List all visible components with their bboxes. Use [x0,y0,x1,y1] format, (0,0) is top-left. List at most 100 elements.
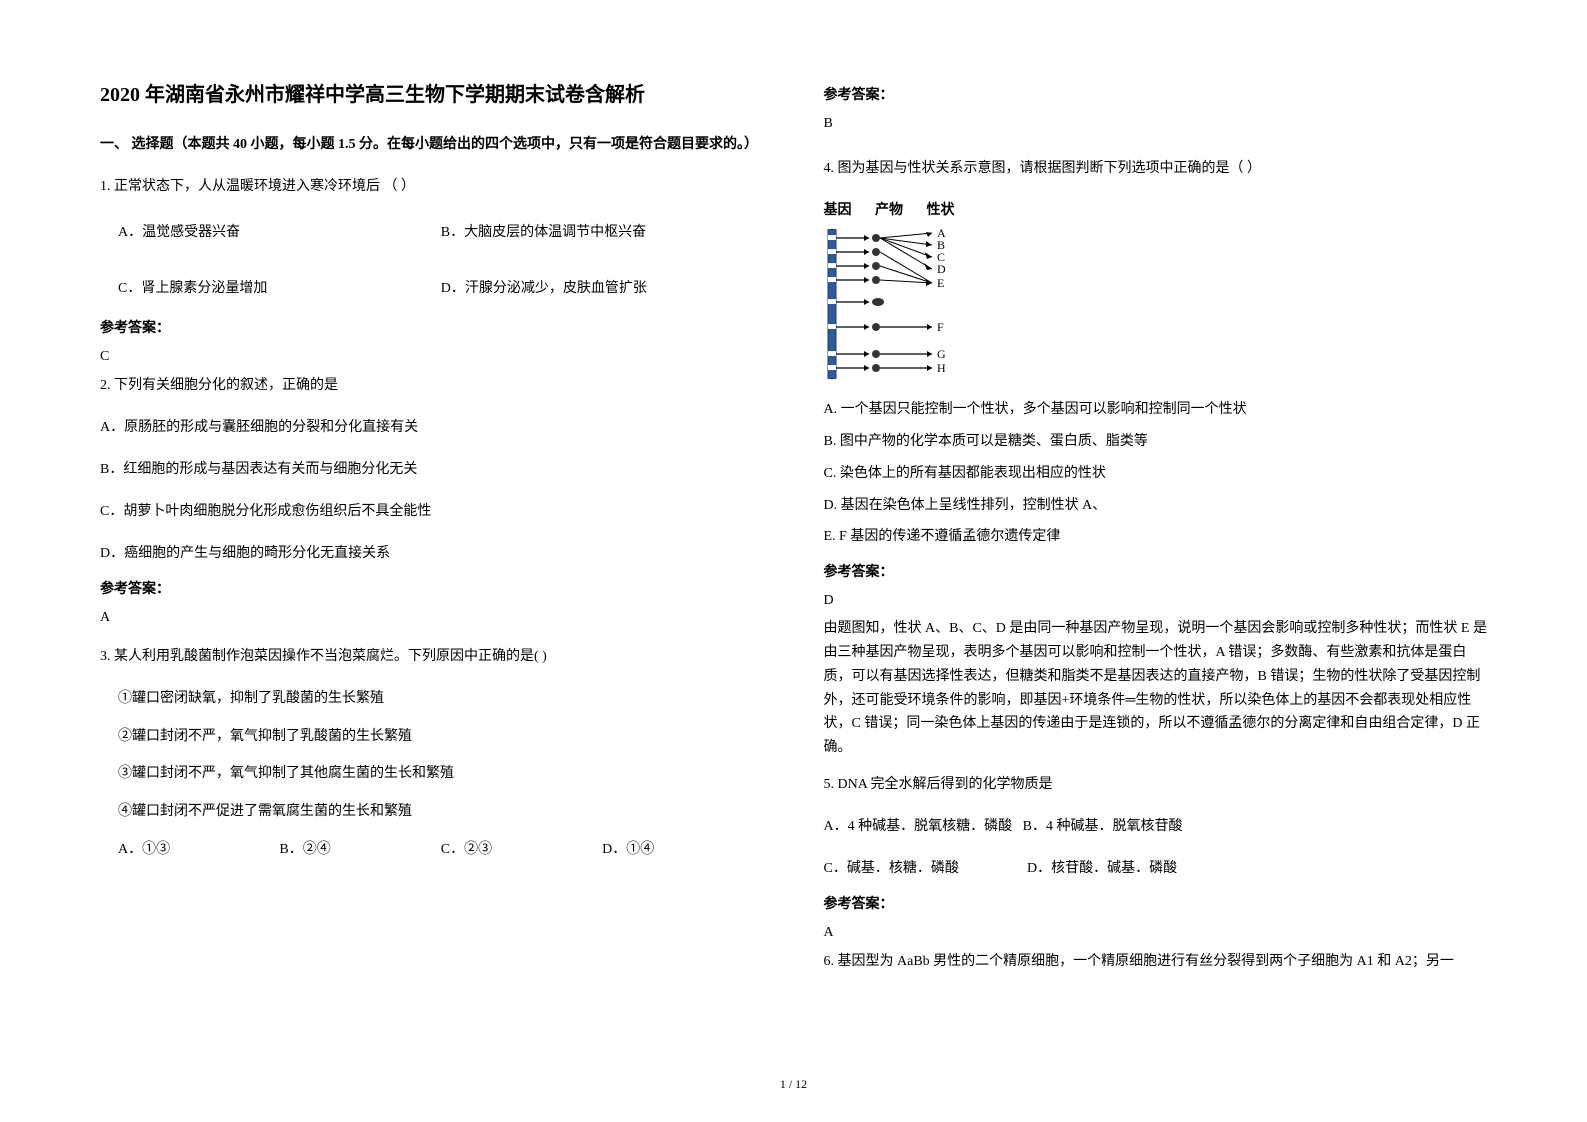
q4-option-d: D. 基因在染色体上呈线性排列，控制性状 A、 [824,494,1488,518]
q5-options-row2: C．碱基．核糖．磷酸 D．核苷酸．碱基．磷酸 [824,857,1488,881]
q3-option-c: C．②③ [441,838,602,858]
q1-option-d: D．汗腺分泌减少，皮肤血管扩张 [441,274,764,305]
question-6-text: 6. 基因型为 AaBb 男性的二个精原细胞，一个精原细胞进行有丝分裂得到两个子… [824,949,1488,974]
q3-options: A．①③ B．②④ C．②③ D．①④ [100,838,764,858]
gene-band [828,351,836,356]
arrowhead [864,235,869,241]
arrowhead [864,299,869,305]
answer-label: 参考答案： [100,317,764,337]
q3-option-b: B．②④ [279,838,440,858]
q3-option-d: D．①④ [602,838,763,858]
q1-answer: C [100,349,764,365]
trait-label: H [937,361,946,375]
q2-option-a: A．原肠胚的形成与囊胚细胞的分裂和分化直接有关 [100,416,764,440]
q2-option-b: B．红细胞的形成与基因表达有关而与细胞分化无关 [100,458,764,482]
question-4-text: 4. 图为基因与性状关系示意图，请根据图判断下列选项中正确的是（ ） [824,156,1488,181]
q3-item-1: ①罐口密闭缺氧，抑制了乳酸菌的生长繁殖 [100,687,764,711]
page-footer: 1 / 12 [780,1077,807,1092]
arrowhead [864,324,869,330]
gene-band [828,299,836,304]
q2-option-c: C．胡萝卜叶肉细胞脱分化形成愈伤组织后不具全能性 [100,500,764,524]
arrowhead [864,263,869,269]
edge [880,238,932,245]
q5-option-c: C．碱基．核糖．磷酸 [824,857,1024,881]
arrowhead [926,279,932,286]
right-column: 参考答案： B 4. 图为基因与性状关系示意图，请根据图判断下列选项中正确的是（… [824,80,1488,974]
gene-band [828,249,836,254]
gene-band [828,235,836,240]
q5-answer: A [824,925,1488,941]
arrowhead [864,249,869,255]
q1-option-c: C．肾上腺素分泌量增加 [118,274,441,305]
trait-label: G [937,347,946,361]
arrowhead [926,241,932,247]
q4-option-c: C. 染色体上的所有基因都能表现出相应的性状 [824,462,1488,486]
q4-explanation: 由题图知，性状 A、B、C、D 是由同一种基因产物呈现，说明一个基因会影响或控制… [824,617,1488,760]
q3-item-4: ④罐口封闭不严促进了需氧腐生菌的生长和繁殖 [100,800,764,824]
q4-option-a: A. 一个基因只能控制一个性状，多个基因可以影响和控制同一个性状 [824,398,1488,422]
product-node [872,298,884,306]
gene-band [828,365,836,370]
trait-label: D [937,262,946,276]
gene-band [828,324,836,329]
trait-label: F [937,320,944,334]
answer-label: 参考答案： [100,578,764,598]
product-node [872,350,880,358]
diagram-h2: 产物 [875,199,923,219]
product-node [872,364,880,372]
product-node [872,323,880,331]
arrowhead [925,252,932,259]
question-2-text: 2. 下列有关细胞分化的叙述，正确的是 [100,373,764,398]
arrowhead [924,263,932,270]
edge [880,252,932,283]
edge [880,238,932,257]
arrowhead [927,324,932,330]
q1-option-a: A．温觉感受器兴奋 [118,218,441,249]
arrowhead [927,365,932,371]
option-row: A．温觉感受器兴奋 B．大脑皮层的体温调节中枢兴奋 [118,218,764,249]
q5-option-b: B．4 种碱基．脱氧核苷酸 [1023,819,1183,834]
question-3-text: 3. 某人利用乳酸菌制作泡菜因操作不当泡菜腐烂。下列原因中正确的是( ) [100,644,764,669]
arrowhead [864,277,869,283]
q5-options-row1: A．4 种碱基．脱氧核糖．磷酸 B．4 种碱基．脱氧核苷酸 [824,815,1488,839]
q5-option-d: D．核苷酸．碱基．磷酸 [1027,861,1177,876]
question-1-options: A．温觉感受器兴奋 B．大脑皮层的体温调节中枢兴奋 C．肾上腺素分泌量增加 D．… [100,218,764,306]
product-node [872,276,880,284]
edge [880,233,932,238]
left-column: 2020 年湖南省永州市耀祥中学高三生物下学期期末试卷含解析 一、 选择题（本题… [100,80,764,974]
diagram-header: 基因 产物 性状 [824,199,1488,219]
q5-option-a: A．4 种碱基．脱氧核糖．磷酸 [824,819,1013,834]
answer-label: 参考答案： [824,893,1488,913]
q3-answer: B [824,116,1488,132]
question-1-text: 1. 正常状态下，人从温暖环境进入寒冷环境后 （ ） [100,174,764,199]
arrowhead [864,365,869,371]
question-5-text: 5. DNA 完全水解后得到的化学物质是 [824,772,1488,797]
product-node [872,248,880,256]
gene-band [828,263,836,268]
document-title: 2020 年湖南省永州市耀祥中学高三生物下学期期末试卷含解析 [100,80,764,110]
q1-option-b: B．大脑皮层的体温调节中枢兴奋 [441,218,764,249]
q2-answer: A [100,610,764,626]
q4-option-e: E. F 基因的传递不遵循孟德尔遗传定律 [824,525,1488,549]
q3-item-3: ③罐口封闭不严，氧气抑制了其他腐生菌的生长和繁殖 [100,762,764,786]
q4-option-b: B. 图中产物的化学本质可以是糖类、蛋白质、脂类等 [824,430,1488,454]
section-header: 一、 选择题（本题共 40 小题，每小题 1.5 分。在每小题给出的四个选项中，… [100,134,764,156]
page-container: 2020 年湖南省永州市耀祥中学高三生物下学期期末试卷含解析 一、 选择题（本题… [100,80,1487,974]
q2-option-d: D．癌细胞的产生与细胞的畸形分化无直接关系 [100,542,764,566]
answer-label: 参考答案： [824,84,1488,104]
option-row: C．肾上腺素分泌量增加 D．汗腺分泌减少，皮肤血管扩张 [118,274,764,305]
q3-option-a: A．①③ [118,838,279,858]
q4-answer: D [824,593,1488,609]
arrowhead [864,351,869,357]
edge [880,238,932,269]
answer-label: 参考答案： [824,561,1488,581]
diagram-h1: 基因 [824,199,872,219]
gene-trait-diagram: A B C D E [824,229,1488,384]
trait-label: E [937,276,944,290]
product-node [872,234,880,242]
product-node [872,262,880,270]
gene-band [828,277,836,282]
arrowhead [927,351,932,357]
q3-item-2: ②罐口封闭不严，氧气抑制了乳酸菌的生长繁殖 [100,725,764,749]
diagram-svg: A B C D E [824,229,984,379]
